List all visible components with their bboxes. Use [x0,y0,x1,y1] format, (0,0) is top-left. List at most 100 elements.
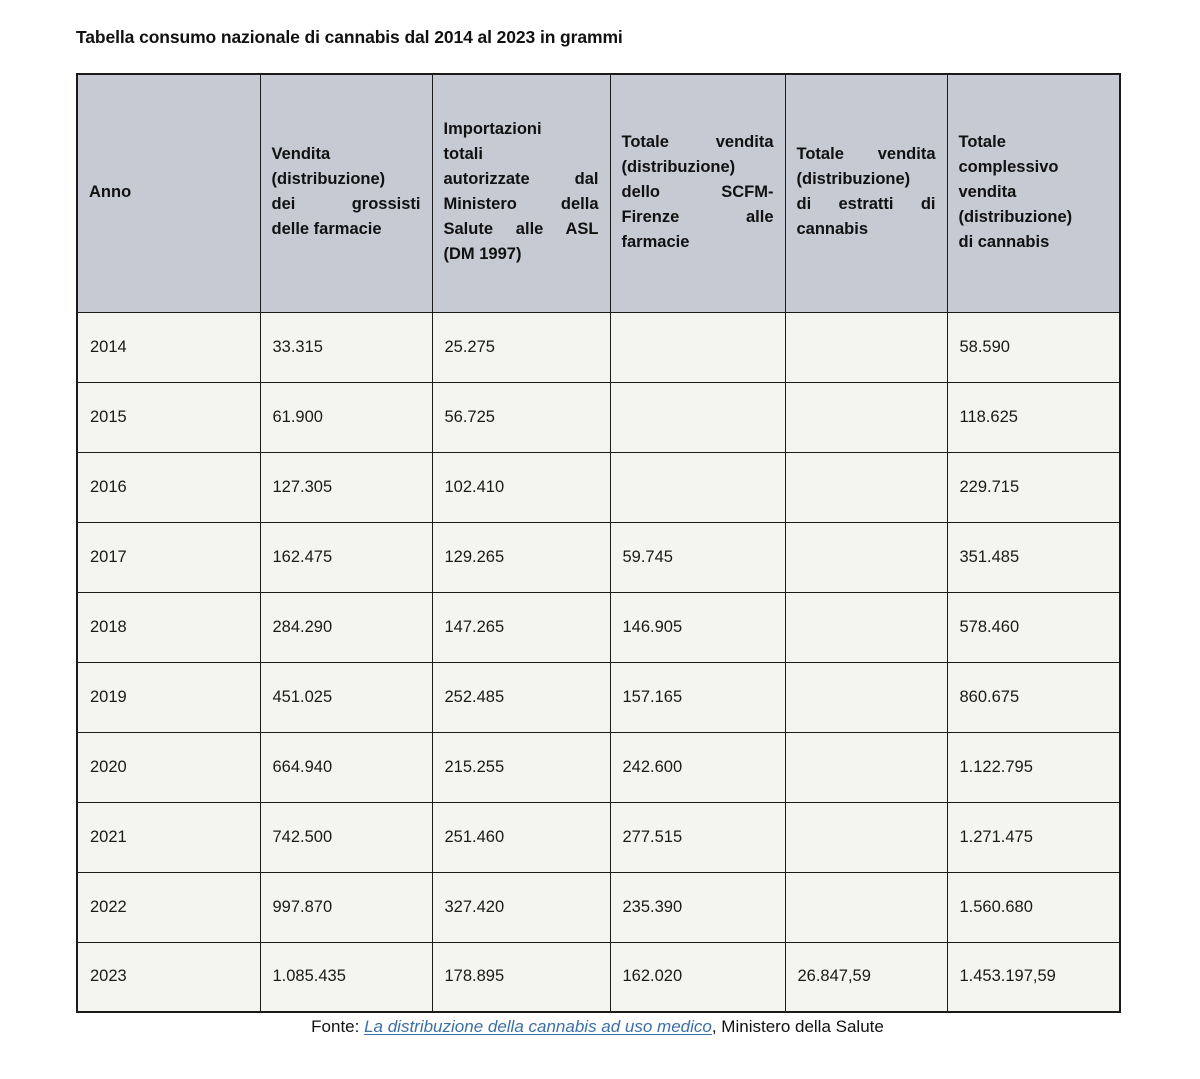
header-line: Anno [89,182,132,201]
header-line: vendita [958,182,1017,201]
cell-anno: 2018 [76,591,261,663]
cell-scfm_firenze: 162.020 [609,941,786,1013]
cell-totale_complessivo: 1.122.795 [946,731,1121,803]
cell-vendita_grossisti: 162.475 [259,521,433,593]
cell-totale_complessivo: 118.625 [946,381,1121,453]
table-container: Anno Vendita (distribuzione) dei grossis… [76,73,1121,1013]
source-publisher: , Ministero della Salute [711,1017,884,1036]
cell-estratti [784,801,948,873]
header-line: Importazioni [443,120,542,139]
cell-anno: 2021 [76,801,261,873]
cell-estratti [784,591,948,663]
cell-anno: 2022 [76,871,261,943]
cell-scfm_firenze [609,451,786,523]
cell-estratti [784,661,948,733]
cell-anno: 2015 [76,381,261,453]
table-header: Anno Vendita (distribuzione) dei grossis… [76,73,1121,313]
cell-vendita_grossisti: 997.870 [259,871,433,943]
cell-totale_complessivo: 229.715 [946,451,1121,523]
cell-estratti: 26.847,59 [784,941,948,1013]
cell-totale_complessivo: 578.460 [946,591,1121,663]
cell-estratti [784,521,948,593]
header-line: totali [443,145,483,164]
cell-vendita_grossisti: 61.900 [259,381,433,453]
cell-scfm_firenze: 59.745 [609,521,786,593]
cell-estratti [784,451,948,523]
cell-vendita_grossisti: 127.305 [259,451,433,523]
cell-totale_complessivo: 351.485 [946,521,1121,593]
cell-importazioni: 215.255 [431,731,611,803]
table-header-row: Anno Vendita (distribuzione) dei grossis… [76,73,1121,313]
header-line: (distribuzione) [271,170,386,189]
cell-importazioni: 178.895 [431,941,611,1013]
cell-anno: 2023 [76,941,261,1013]
column-header-anno: Anno [76,73,261,313]
cell-totale_complessivo: 1.560.680 [946,871,1121,943]
cannabis-consumption-table: Anno Vendita (distribuzione) dei grossis… [76,73,1121,1013]
cell-anno: 2017 [76,521,261,593]
table-row: 2020 664.940 215.255 242.600 1.122.795 [76,731,1121,803]
header-line: Firenze alle [621,207,774,226]
cell-vendita_grossisti: 451.025 [259,661,433,733]
cell-vendita_grossisti: 33.315 [259,311,433,383]
cell-importazioni: 147.265 [431,591,611,663]
header-line: di cannabis [958,232,1050,251]
column-header-scfm-firenze: Totale vendita (distribuzione) dello SCF… [609,73,786,313]
header-line: Totale vendita [621,132,774,151]
cell-importazioni: 25.275 [431,311,611,383]
header-line: Vendita [271,145,331,164]
header-line: farmacie [621,232,690,251]
header-line: dei grossisti [271,195,421,214]
cell-scfm_firenze: 277.515 [609,801,786,873]
cell-estratti [784,871,948,943]
table-body: 2014 33.315 25.275 58.590 2015 61.900 56.725 11… [76,311,1121,1013]
cell-vendita_grossisti: 284.290 [259,591,433,663]
source-label: Fonte: [311,1017,365,1036]
header-line: cannabis [796,220,869,239]
cell-estratti [784,381,948,453]
cell-anno: 2019 [76,661,261,733]
cell-scfm_firenze: 146.905 [609,591,786,663]
header-line: Totale [958,132,1006,151]
table-row: 2019 451.025 252.485 157.165 860.675 [76,661,1121,733]
cell-vendita_grossisti: 1.085.435 [259,941,433,1013]
cell-importazioni: 56.725 [431,381,611,453]
column-header-totale-complessivo: Totale complessivo vendita (distribuzion… [946,73,1121,313]
table-row: 2014 33.315 25.275 58.590 [76,311,1121,383]
cell-anno: 2016 [76,451,261,523]
cell-vendita_grossisti: 664.940 [259,731,433,803]
cell-anno: 2014 [76,311,261,383]
cell-importazioni: 252.485 [431,661,611,733]
column-header-vendita-grossisti: Vendita (distribuzione) dei grossisti de… [259,73,433,313]
cell-scfm_firenze [609,311,786,383]
header-line: autorizzate dal [443,170,599,189]
table-row: 2023 1.085.435 178.895 162.020 26.847,59 1.45… [76,941,1121,1013]
table-row: 2016 127.305 102.410 229.715 [76,451,1121,523]
header-line: (distribuzione) [958,207,1073,226]
header-line: (distribuzione) [621,157,736,176]
cell-totale_complessivo: 58.590 [946,311,1121,383]
table-row: 2015 61.900 56.725 118.625 [76,381,1121,453]
header-line: (distribuzione) [796,170,911,189]
header-line: complessivo [958,157,1059,176]
cell-scfm_firenze: 157.165 [609,661,786,733]
table-row: 2022 997.870 327.420 235.390 1.560.680 [76,871,1121,943]
table-row: 2021 742.500 251.460 277.515 1.271.475 [76,801,1121,873]
column-header-importazioni: Importazioni totali autorizzate dal Mini… [431,73,611,313]
cell-anno: 2020 [76,731,261,803]
source-caption: Fonte: La distribuzione della cannabis a… [76,1015,1119,1039]
cell-importazioni: 327.420 [431,871,611,943]
cell-vendita_grossisti: 742.500 [259,801,433,873]
cell-totale_complessivo: 860.675 [946,661,1121,733]
cell-scfm_firenze: 242.600 [609,731,786,803]
header-line: Salute alle ASL [443,220,599,239]
cell-importazioni: 129.265 [431,521,611,593]
column-header-estratti: Totale vendita (distribuzione) di estrat… [784,73,948,313]
source-link[interactable]: La distribuzione della cannabis ad uso m… [364,1017,712,1036]
header-line: Ministero della [443,195,599,214]
cell-scfm_firenze [609,381,786,453]
cell-importazioni: 251.460 [431,801,611,873]
header-line: Totale vendita [796,145,936,164]
cell-estratti [784,731,948,803]
